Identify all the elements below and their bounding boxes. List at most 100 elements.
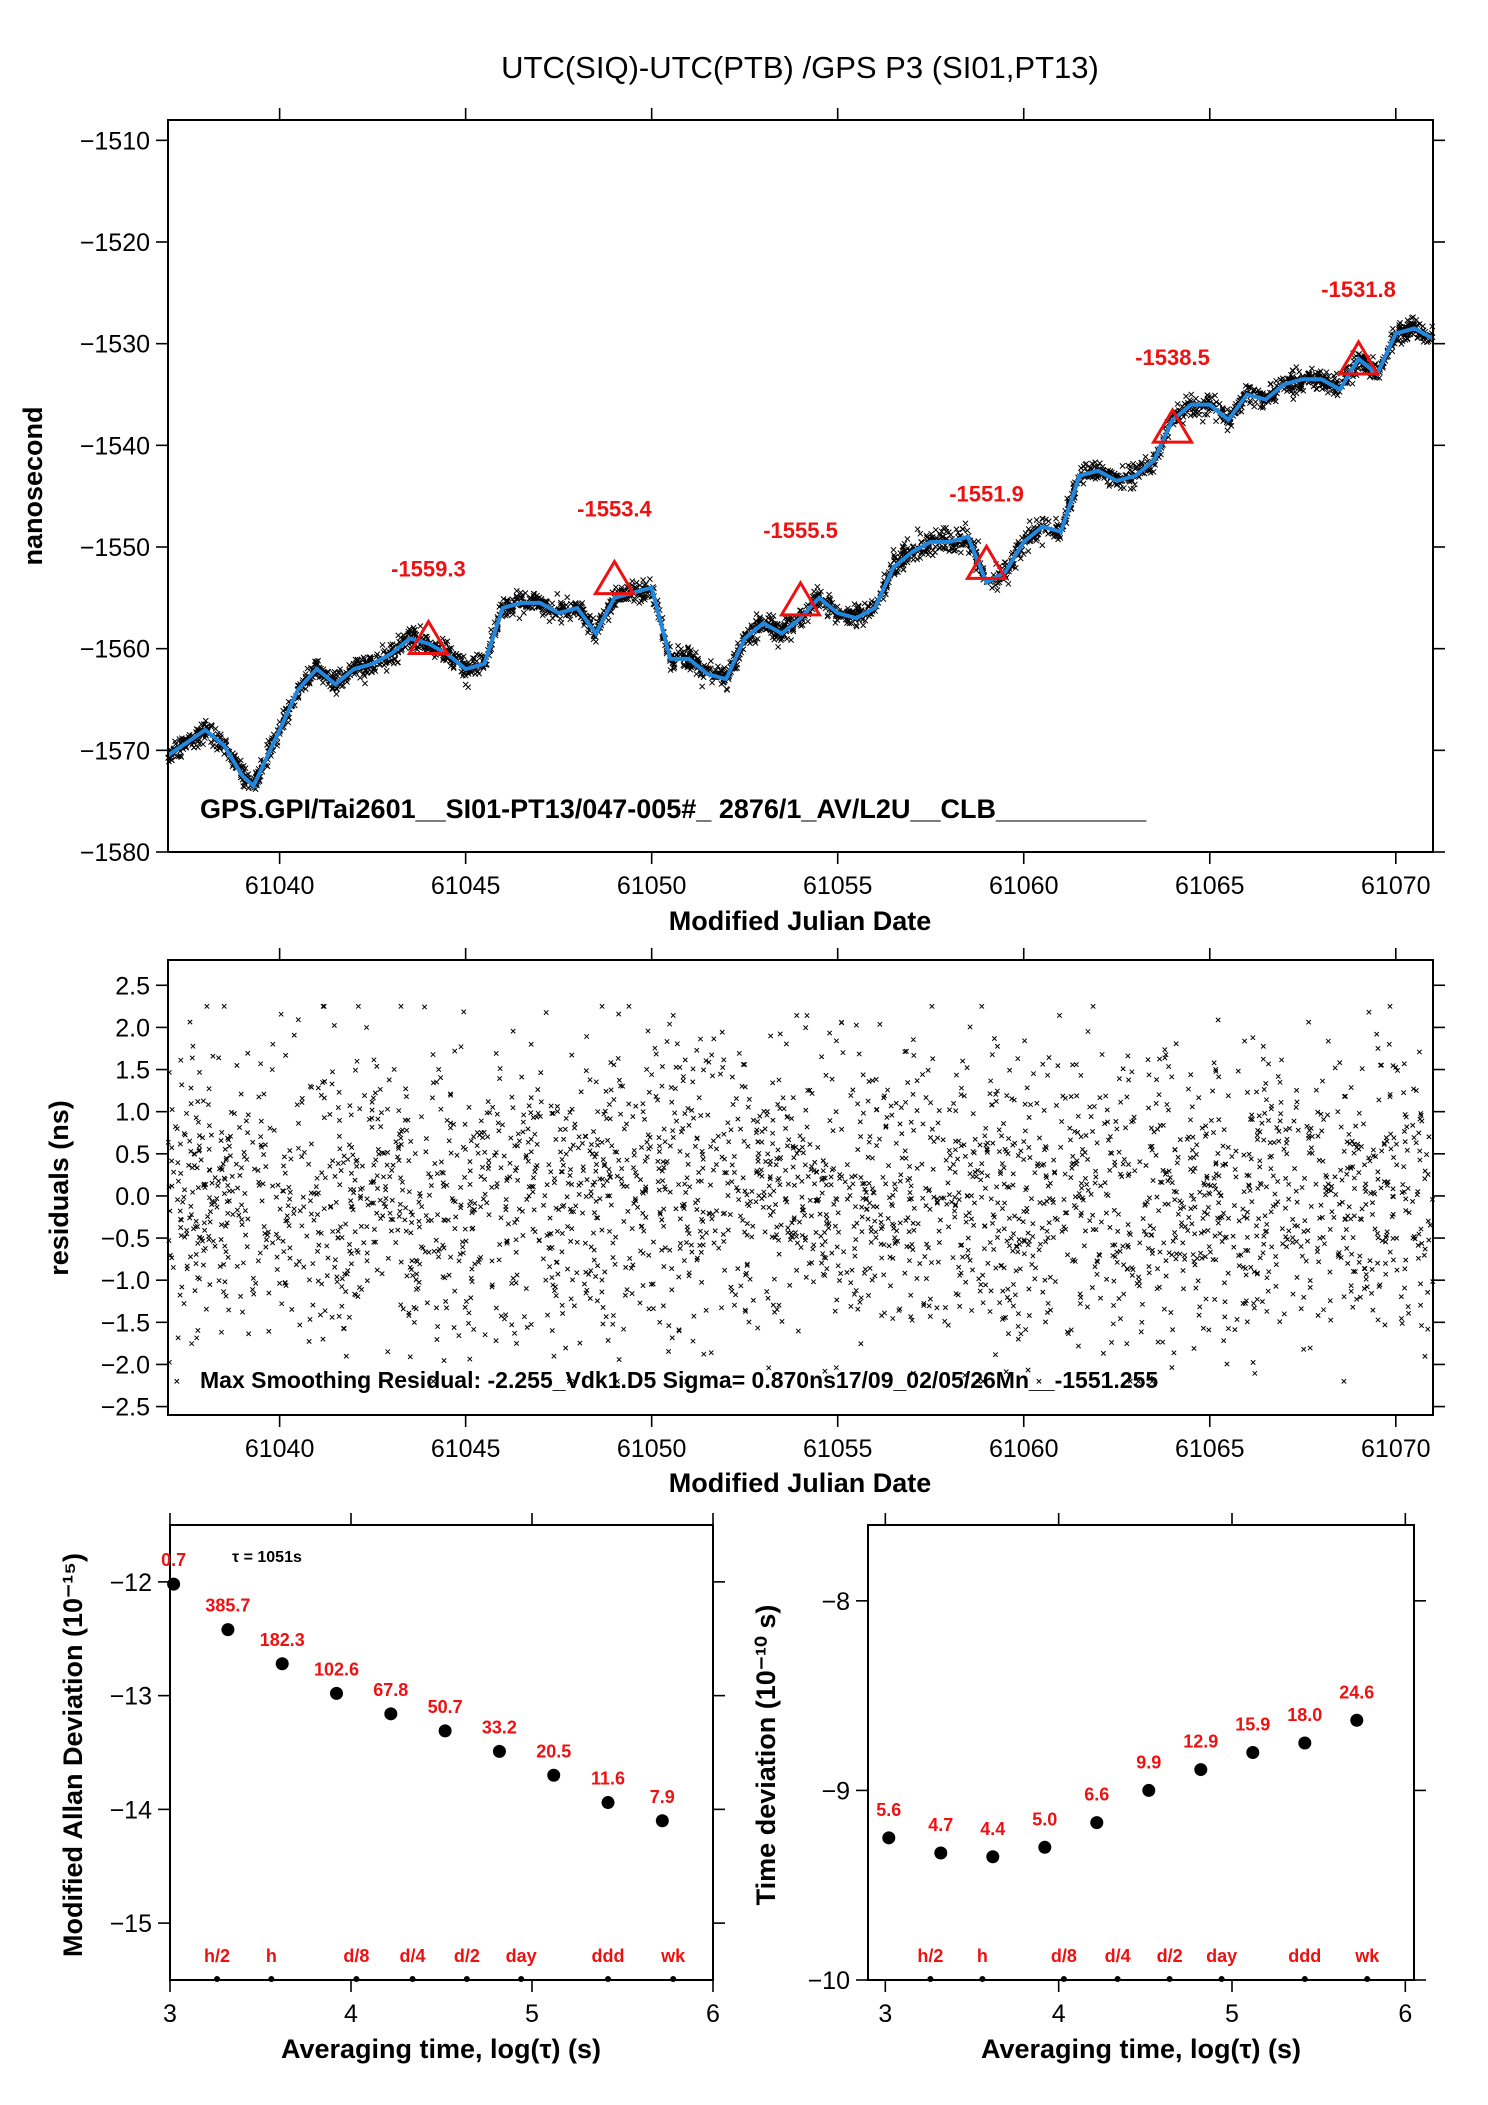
res-point	[1390, 1186, 1396, 1192]
res-point	[1051, 1157, 1057, 1163]
res-point	[952, 1169, 958, 1175]
res-point	[374, 1063, 380, 1069]
res-point	[964, 1193, 970, 1199]
res-point	[1153, 1100, 1159, 1106]
ts-y-tick-label: −1550	[80, 534, 150, 562]
ts-point	[1296, 368, 1303, 375]
res-point	[202, 1227, 208, 1233]
ts-point	[1005, 580, 1012, 587]
res-point	[340, 1160, 346, 1166]
res-point	[1262, 1110, 1268, 1116]
res-point	[320, 1336, 326, 1342]
res-point	[1220, 1210, 1227, 1216]
res-point	[398, 1302, 404, 1308]
res-point	[1004, 1238, 1010, 1244]
res-point	[210, 1238, 216, 1244]
res-point	[1093, 1168, 1099, 1174]
ts-point	[200, 741, 206, 748]
res-point	[195, 1185, 201, 1191]
res-point	[314, 1175, 320, 1181]
res-point	[218, 1137, 224, 1144]
res-point	[1172, 1230, 1178, 1236]
ts-point	[1351, 354, 1358, 361]
res-point	[343, 1353, 349, 1359]
res-point	[669, 1335, 675, 1341]
res-point	[1363, 1201, 1369, 1207]
res-point	[850, 1181, 856, 1187]
ts-point	[331, 668, 338, 675]
res-point	[858, 1295, 864, 1301]
res-point	[310, 1261, 316, 1267]
ts-point	[1119, 463, 1126, 469]
res-point	[1424, 1151, 1430, 1158]
res-point	[703, 1230, 709, 1236]
res-point	[886, 1243, 892, 1249]
ts-x-ticks: 61040 61045 61050 61055 61060 61065 61070	[245, 108, 1431, 900]
ts-point	[671, 664, 678, 671]
res-point	[246, 1331, 252, 1337]
res-point	[200, 1098, 206, 1104]
res-point	[808, 1213, 814, 1219]
res-point	[1012, 1213, 1018, 1219]
res-point	[802, 1237, 808, 1243]
res-point	[468, 1275, 474, 1281]
res-point	[661, 1126, 667, 1132]
res-point	[800, 1204, 806, 1210]
ts-point	[890, 546, 897, 553]
res-point	[389, 1167, 395, 1173]
res-point	[937, 1217, 943, 1223]
res-point	[1026, 1144, 1032, 1150]
res-point	[1313, 1181, 1319, 1187]
res-point	[1050, 1197, 1056, 1203]
ts-marker-label: -1538.5	[1135, 345, 1210, 370]
res-point	[1116, 1149, 1122, 1155]
res-point	[1327, 1269, 1333, 1275]
res-point	[1026, 1114, 1032, 1121]
res-point	[677, 1216, 683, 1222]
res-point	[770, 1080, 776, 1086]
res-point	[225, 1210, 231, 1216]
res-point	[1251, 1305, 1257, 1311]
res-point	[281, 1249, 287, 1255]
res-point	[898, 1172, 904, 1178]
res-point	[567, 1167, 574, 1173]
res-point	[271, 1127, 277, 1133]
res-point	[1348, 1283, 1354, 1289]
res-point	[799, 1194, 805, 1200]
res-point	[904, 1243, 910, 1250]
res-point	[771, 1188, 777, 1194]
res-point	[701, 1351, 707, 1357]
res-point	[530, 1175, 537, 1181]
res-point	[722, 1267, 728, 1273]
res-point	[1265, 1288, 1271, 1294]
res-point	[777, 1182, 783, 1188]
res-point	[1115, 1211, 1121, 1217]
res-point	[1306, 1019, 1312, 1025]
res-point	[229, 1173, 235, 1179]
res-point	[906, 1258, 913, 1264]
res-point	[203, 1306, 209, 1312]
res-point	[1026, 1313, 1032, 1319]
res-point	[683, 1189, 689, 1195]
res-point	[187, 1138, 193, 1144]
res-point	[1177, 1198, 1183, 1204]
res-point	[790, 1164, 796, 1170]
res-point	[1041, 1200, 1047, 1207]
res-point	[308, 1190, 314, 1196]
res-point	[1273, 1262, 1279, 1268]
res-point	[1292, 1165, 1298, 1172]
ts-point	[1370, 353, 1376, 360]
res-point	[1375, 1260, 1381, 1266]
res-point	[997, 1168, 1004, 1174]
res-point	[593, 1161, 600, 1167]
ts-point	[964, 527, 971, 534]
res-point	[766, 1183, 772, 1189]
res-point	[361, 1240, 367, 1246]
res-point	[725, 1120, 731, 1126]
res-point	[239, 1309, 246, 1315]
res-point	[1173, 1234, 1179, 1241]
res-point	[291, 1210, 297, 1217]
res-point	[552, 1284, 558, 1290]
ts-point	[959, 525, 966, 532]
res-point	[1390, 1257, 1396, 1263]
